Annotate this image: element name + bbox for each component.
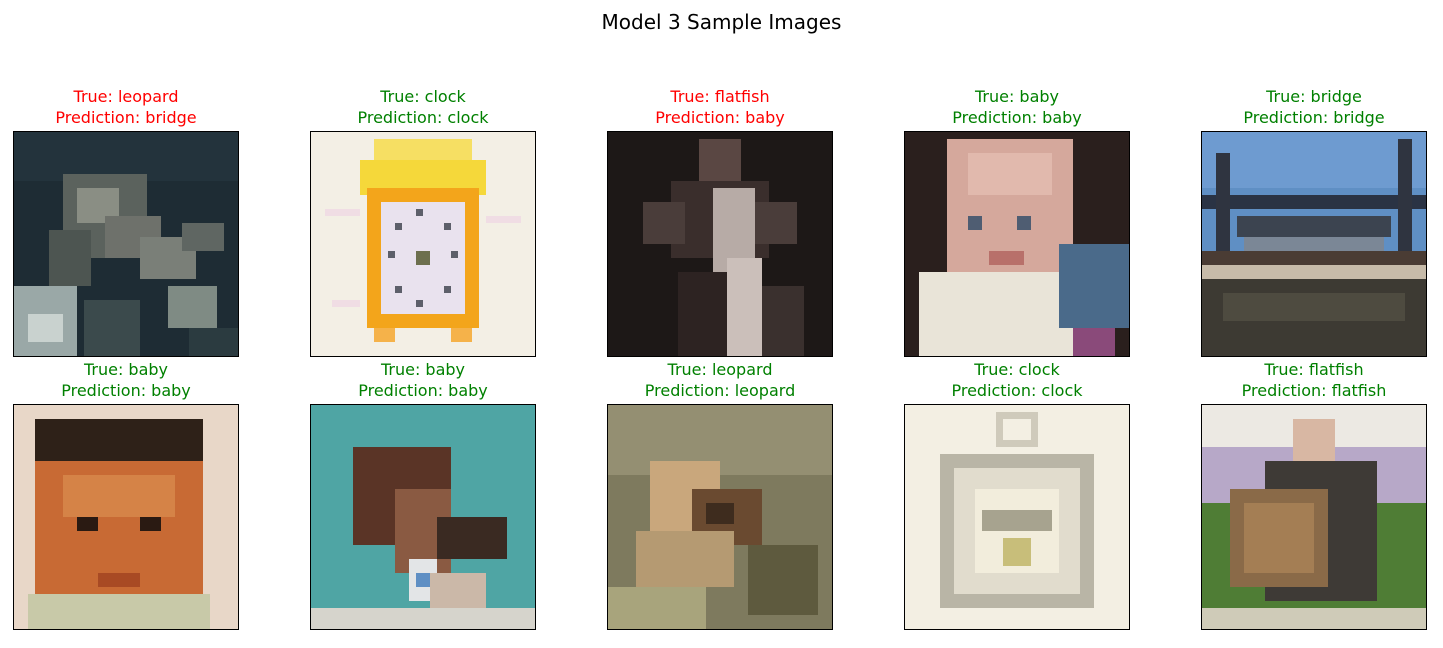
true-label: True: clock bbox=[974, 360, 1060, 379]
sample-image bbox=[310, 404, 536, 630]
true-label: True: bridge bbox=[1266, 87, 1362, 106]
figure-title: Model 3 Sample Images bbox=[601, 10, 842, 34]
true-label: True: leopard bbox=[73, 87, 179, 106]
prediction-label: Prediction: baby bbox=[655, 108, 785, 127]
sample-image bbox=[904, 404, 1130, 630]
prediction-label: Prediction: clock bbox=[357, 108, 489, 127]
sample-image bbox=[13, 404, 239, 630]
prediction-label: Prediction: bridge bbox=[1243, 108, 1385, 127]
prediction-label: Prediction: baby bbox=[358, 381, 488, 400]
sample-caption: True: bridge Prediction: bridge bbox=[1161, 86, 1443, 128]
prediction-label: Prediction: baby bbox=[61, 381, 191, 400]
sample-caption: True: flatfish Prediction: flatfish bbox=[1161, 359, 1443, 401]
true-label: True: baby bbox=[83, 360, 169, 379]
prediction-label: Prediction: clock bbox=[951, 381, 1083, 400]
sample-image bbox=[607, 131, 833, 357]
sample-caption: True: baby Prediction: baby bbox=[864, 86, 1170, 128]
sample-image bbox=[13, 131, 239, 357]
sample-caption: True: clock Prediction: clock bbox=[864, 359, 1170, 401]
sample-caption: True: leopard Prediction: leopard bbox=[567, 359, 873, 401]
sample-image bbox=[607, 404, 833, 630]
true-label: True: flatfish bbox=[670, 87, 770, 106]
sample-caption: True: clock Prediction: clock bbox=[270, 86, 576, 128]
sample-caption: True: baby Prediction: baby bbox=[0, 359, 279, 401]
prediction-label: Prediction: baby bbox=[952, 108, 1082, 127]
prediction-label: Prediction: bridge bbox=[55, 108, 197, 127]
sample-caption: True: baby Prediction: baby bbox=[270, 359, 576, 401]
sample-image bbox=[1201, 131, 1427, 357]
true-label: True: leopard bbox=[667, 360, 773, 379]
prediction-label: Prediction: leopard bbox=[644, 381, 796, 400]
sample-image bbox=[904, 131, 1130, 357]
sample-image bbox=[1201, 404, 1427, 630]
sample-caption: True: flatfish Prediction: baby bbox=[567, 86, 873, 128]
true-label: True: flatfish bbox=[1264, 360, 1364, 379]
sample-image bbox=[310, 131, 536, 357]
true-label: True: baby bbox=[974, 87, 1060, 106]
prediction-label: Prediction: flatfish bbox=[1241, 381, 1387, 400]
true-label: True: clock bbox=[380, 87, 466, 106]
sample-caption: True: leopard Prediction: bridge bbox=[0, 86, 279, 128]
true-label: True: baby bbox=[380, 360, 466, 379]
